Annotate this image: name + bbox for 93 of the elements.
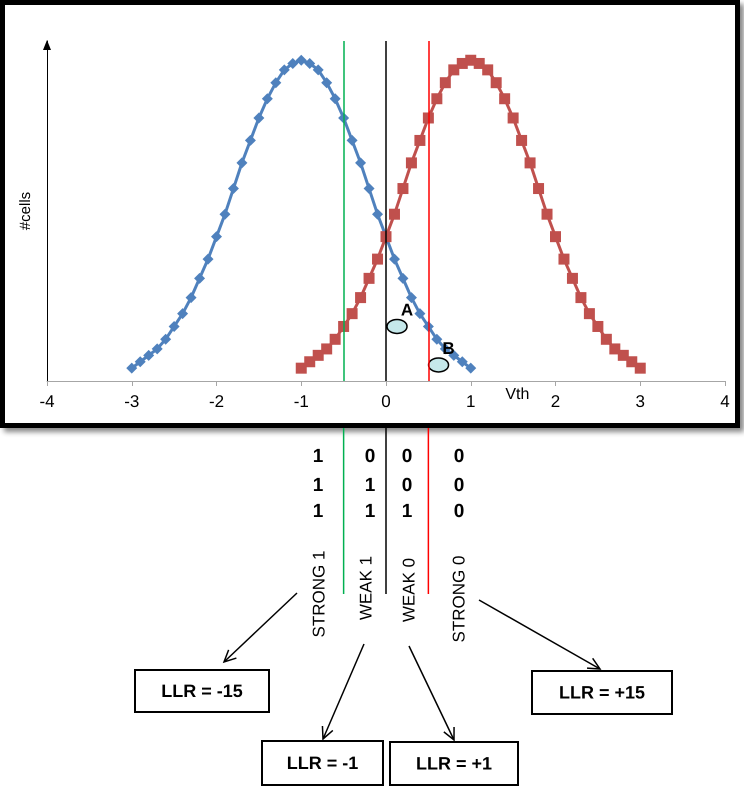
point [126,362,138,374]
point [372,208,384,220]
point [202,254,214,265]
x-axis-title: Vth [505,386,530,403]
point [312,350,324,361]
text: STRONG 0 [450,556,468,642]
point [346,308,358,320]
point [600,334,612,345]
point [414,134,426,146]
point [278,64,290,76]
point [346,134,358,146]
point [321,343,332,354]
point [465,362,476,374]
x-tick-label: 0 [381,392,391,411]
point [575,292,586,304]
point [414,308,426,320]
point [406,157,417,168]
point [152,343,163,354]
point [618,350,629,361]
point [244,134,256,146]
point [397,183,408,194]
point [456,356,468,368]
point [228,183,239,194]
point [524,157,536,168]
point [219,208,230,220]
y-axis-title: #cells [17,192,34,230]
point [533,183,544,194]
text: STRONG 1 [310,550,328,638]
point [474,58,485,69]
text: LLR = -1 [286,753,358,773]
point [321,77,332,88]
point [499,93,510,104]
point [448,64,460,76]
x-tick-label: -3 [124,392,140,411]
point [364,183,375,194]
point [177,308,188,320]
point [508,112,519,124]
point [372,254,384,265]
point [330,334,341,345]
point [490,77,502,88]
point [550,231,561,242]
point [397,272,408,284]
point [634,362,646,374]
x-tick-label: 3 [636,392,645,411]
point [270,77,282,88]
x-tick-label: 2 [550,392,560,411]
point [262,93,273,104]
point [406,292,417,304]
point [186,292,197,304]
point [355,157,366,168]
x-tick-label: -1 [294,392,309,411]
point [440,77,451,88]
point [592,320,604,332]
point [388,208,400,220]
point [516,134,528,146]
point [388,254,400,265]
point [194,272,206,284]
text: 1 1 1 0 [312,501,464,522]
text: WEAK 1 [356,556,376,620]
point [431,334,442,345]
text: 1 0 0 0 [312,446,464,467]
point [253,112,264,124]
point [312,64,324,76]
point [584,308,595,320]
point [211,231,222,242]
point [296,54,307,66]
text: LLR = +15 [558,682,646,702]
text: LLR = -15 [161,681,243,701]
point [542,208,553,220]
point [304,58,316,69]
x-tick-label: 1 [466,392,476,411]
point [482,64,494,76]
point [609,343,620,354]
point [558,254,570,265]
point [566,272,578,284]
point [168,320,180,332]
point [287,58,298,69]
x-tick-label: -2 [208,392,224,411]
point [134,356,146,368]
point [364,272,375,284]
annotation: A [400,300,414,320]
point [330,93,341,104]
point [355,292,366,304]
text: WEAK 0 [400,558,418,622]
point [143,350,154,361]
x-tick-label: -4 [39,392,55,411]
point [431,93,442,104]
point [236,157,248,168]
text: 1 1 0 0 [312,475,464,496]
x-tick-label: 4 [720,392,730,411]
point [160,334,172,345]
text: LLR = +1 [416,754,492,774]
point [304,356,316,368]
